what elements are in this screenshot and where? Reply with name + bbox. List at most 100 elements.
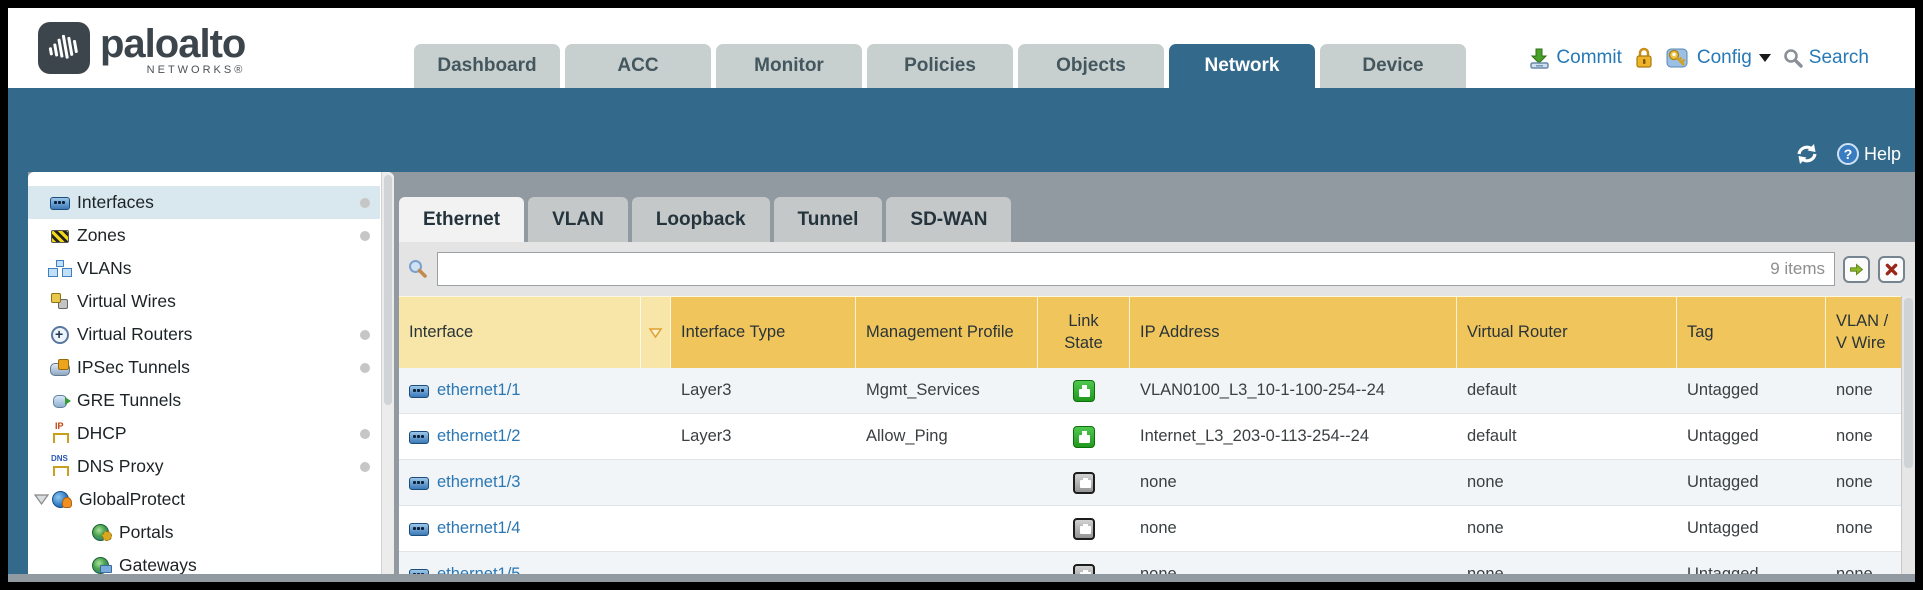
search-link[interactable]: Search <box>1782 47 1869 69</box>
tag-cell: Untagged <box>1687 473 1759 491</box>
sidebar-item[interactable]: Gateways <box>28 549 380 574</box>
sidebar-item-label: Virtual Wires <box>77 291 176 311</box>
table-body: ethernet1/1 Layer3 Mgmt_Services VLAN010… <box>399 368 1901 574</box>
virtual-router-cell: none <box>1467 473 1504 491</box>
col-virtual-router[interactable]: Virtual Router <box>1457 297 1677 368</box>
col-interface-type[interactable]: Interface Type <box>671 297 856 368</box>
lock-icon[interactable] <box>1633 46 1655 70</box>
sidebar-item-icon <box>50 454 70 476</box>
interface-type-cell <box>671 552 856 574</box>
sidebar-item[interactable]: Portals <box>28 516 380 549</box>
table-row[interactable]: ethernet1/1 Layer3 Mgmt_Services VLAN010… <box>399 368 1901 414</box>
tab-monitor[interactable]: Monitor <box>716 44 862 88</box>
sidebar-item-label: DHCP <box>77 423 127 443</box>
tab-device[interactable]: Device <box>1320 44 1466 88</box>
tab-network[interactable]: Network <box>1169 44 1315 88</box>
sidebar-item-icon <box>92 557 112 574</box>
sidebar-item[interactable]: IPSec Tunnels <box>28 351 380 384</box>
refresh-icon[interactable] <box>1794 142 1820 166</box>
sidebar-item-label: Portals <box>119 522 174 542</box>
management-profile-cell <box>856 506 1038 551</box>
tag-cell: Untagged <box>1687 427 1759 445</box>
col-tag[interactable]: Tag <box>1677 297 1826 368</box>
paloalto-logo-icon <box>38 22 90 74</box>
apply-filter-button[interactable] <box>1843 255 1870 283</box>
tab-acc[interactable]: ACC <box>565 44 711 88</box>
tab-objects[interactable]: Objects <box>1018 44 1164 88</box>
sidebar-item[interactable]: VLANs <box>28 252 380 285</box>
interface-link[interactable]: ethernet1/1 <box>437 381 521 399</box>
tab-ethernet[interactable]: Ethernet <box>399 197 525 242</box>
ethernet-panel: 9 items <box>399 242 1915 574</box>
interface-link[interactable]: ethernet1/2 <box>437 427 521 445</box>
sidebar-item[interactable]: Zones <box>28 219 380 252</box>
clear-x-icon <box>1885 263 1898 275</box>
vlan-wire-cell: none <box>1836 473 1873 491</box>
apply-arrow-icon <box>1850 262 1864 276</box>
table-row[interactable]: ethernet1/3 none none Untagged <box>399 460 1901 506</box>
management-profile-cell <box>856 460 1038 505</box>
tab-loopback[interactable]: Loopback <box>631 197 770 242</box>
filter-search-icon <box>409 260 427 278</box>
sidebar-item[interactable]: Virtual Wires <box>28 285 380 318</box>
interface-link[interactable]: ethernet1/3 <box>437 473 521 491</box>
sidebar-item[interactable]: Virtual Routers <box>28 318 380 351</box>
ethernet-interface-icon <box>409 384 429 398</box>
sidebar-item[interactable]: Interfaces <box>28 186 380 219</box>
ip-address-cell: VLAN0100_L3_10-1-100-254--24 <box>1140 381 1385 399</box>
status-dot <box>360 461 370 472</box>
status-dot <box>360 362 370 373</box>
sidebar-item[interactable]: DHCP <box>28 417 380 450</box>
interface-link[interactable]: ethernet1/5 <box>437 565 521 574</box>
vlan-wire-cell: none <box>1836 381 1873 399</box>
sidebar-item-icon <box>50 260 70 277</box>
left-gutter <box>8 172 28 574</box>
col-management-profile[interactable]: Management Profile <box>856 297 1038 368</box>
tab-dashboard[interactable]: Dashboard <box>414 44 560 88</box>
commit-link[interactable]: Commit <box>1528 47 1622 70</box>
tab-vlan[interactable]: VLAN <box>528 197 628 242</box>
expander-icon[interactable] <box>34 493 49 506</box>
table-scrollbar[interactable] <box>1901 296 1915 574</box>
table-row[interactable]: ethernet1/2 Layer3 Allow_Ping Internet_L… <box>399 414 1901 460</box>
filter-input[interactable] <box>437 252 1835 286</box>
sidebar-item[interactable]: DNS Proxy <box>28 450 380 483</box>
ethernet-interface-icon <box>409 430 429 444</box>
sidebar-item-label: GlobalProtect <box>79 489 186 509</box>
sidebar-item-icon <box>50 227 70 244</box>
sidebar-item[interactable]: GlobalProtect <box>28 483 380 516</box>
config-caret-icon <box>1758 54 1771 62</box>
paloalto-logo: paloalto NETWORKS® <box>38 22 246 76</box>
clear-filter-button[interactable] <box>1878 255 1905 283</box>
sidebar-item[interactable]: GRE Tunnels <box>28 384 380 417</box>
sub-header-band: ? Help <box>8 88 1915 172</box>
help-link[interactable]: ? Help <box>1836 142 1901 166</box>
ip-address-cell: Internet_L3_203-0-113-254--24 <box>1140 427 1370 445</box>
interface-link[interactable]: ethernet1/4 <box>437 519 521 537</box>
col-interface[interactable]: Interface <box>399 297 641 368</box>
config-link[interactable]: Config <box>1666 46 1771 70</box>
sidebar-item-label: Interfaces <box>77 192 154 212</box>
tab-policies[interactable]: Policies <box>867 44 1013 88</box>
workspace: Interfaces Zones VLANs <box>8 172 1915 574</box>
help-icon: ? <box>1836 143 1859 165</box>
table-row[interactable]: ethernet1/5 none none Untagged <box>399 552 1901 574</box>
table-row[interactable]: ethernet1/4 none none Untagged <box>399 506 1901 552</box>
sidebar-items: Interfaces Zones VLANs <box>28 186 394 574</box>
col-ip-address[interactable]: IP Address <box>1130 297 1457 368</box>
sidebar-scrollbar[interactable] <box>381 172 394 574</box>
col-link-state[interactable]: Link State <box>1038 297 1130 368</box>
status-dot <box>360 230 370 241</box>
tag-cell: Untagged <box>1687 565 1759 574</box>
sidebar-scrollbar-thumb[interactable] <box>384 175 392 405</box>
sidebar-item-label: IPSec Tunnels <box>77 357 190 377</box>
brand-name: paloalto <box>100 22 246 66</box>
tab-sdwan[interactable]: SD-WAN <box>886 197 1012 242</box>
table-header: Interface Interface Type Management Prof… <box>399 296 1901 368</box>
ip-address-cell: none <box>1140 473 1177 491</box>
table-scrollbar-thumb[interactable] <box>1904 298 1913 468</box>
col-sort-button[interactable] <box>641 297 671 368</box>
col-vlan-wire[interactable]: VLAN / V Wire <box>1826 297 1901 368</box>
utility-links: Commit Config <box>1528 46 1869 70</box>
tab-tunnel[interactable]: Tunnel <box>773 197 883 242</box>
